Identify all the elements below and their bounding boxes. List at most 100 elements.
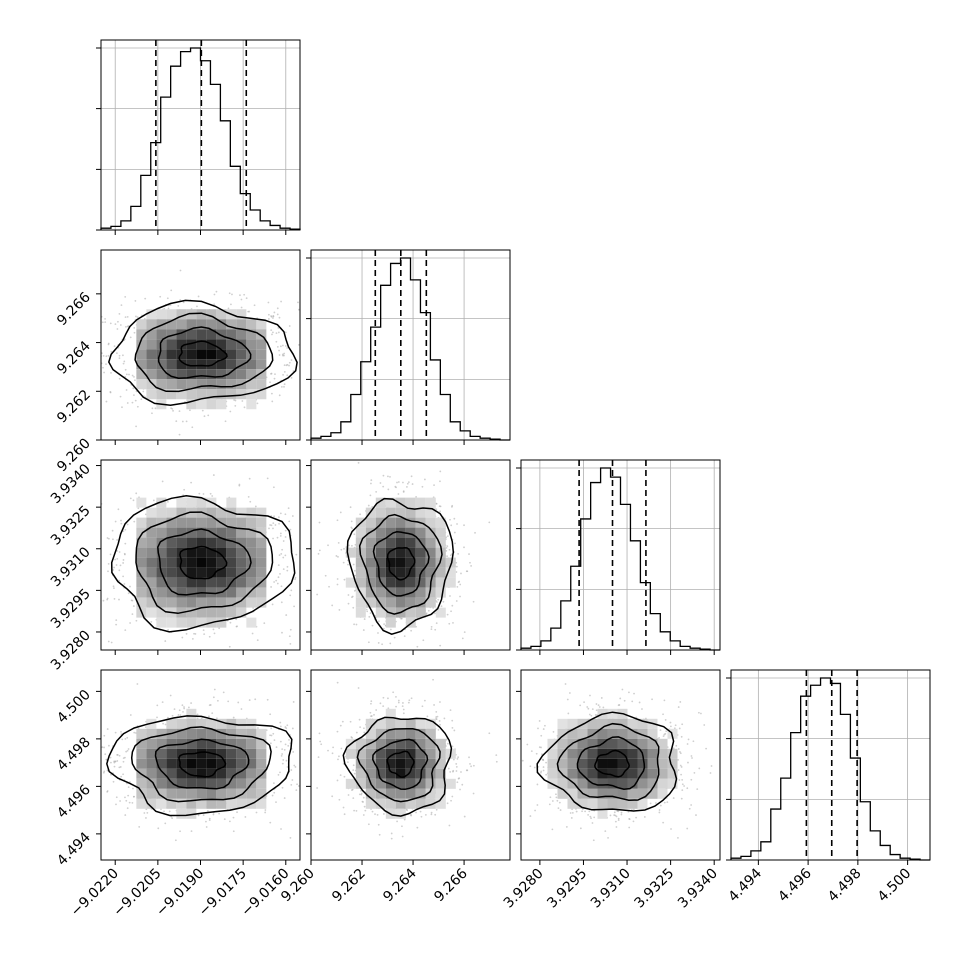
density-cell xyxy=(435,517,446,528)
density-cell xyxy=(405,537,416,548)
scatter-point xyxy=(450,524,453,527)
density-cell xyxy=(216,557,227,568)
scatter-point xyxy=(446,555,448,558)
scatter-point xyxy=(134,379,136,382)
density-cell xyxy=(425,798,436,809)
scatter-point xyxy=(452,758,455,761)
scatter-point xyxy=(118,354,121,357)
density-cell xyxy=(146,597,157,608)
density-cell xyxy=(166,557,177,568)
density-cell xyxy=(146,607,157,618)
scatter-point xyxy=(74,376,76,378)
x-tick-label-p3: 4.496 xyxy=(775,865,815,905)
contour-line-1.5sigma xyxy=(135,511,274,615)
scatter-point xyxy=(230,303,232,306)
scatter-point xyxy=(395,695,397,698)
scatter-point xyxy=(288,738,290,741)
contour-line-0.5sigma xyxy=(178,751,227,778)
density-cell xyxy=(405,527,416,538)
density-cell xyxy=(647,758,658,769)
density-cell xyxy=(186,718,197,729)
density-cell xyxy=(405,497,416,508)
density-cell xyxy=(607,778,618,789)
scatter-point xyxy=(382,696,385,699)
density-cell xyxy=(345,577,356,588)
scatter-point xyxy=(382,627,385,630)
density-cell xyxy=(136,349,147,360)
density-cell xyxy=(425,527,436,538)
density-cell xyxy=(236,577,247,588)
density-cell xyxy=(236,547,247,558)
scatter-point xyxy=(144,726,147,729)
density-cell xyxy=(637,768,648,779)
density-cell xyxy=(206,319,217,330)
scatter-point xyxy=(133,375,135,378)
scatter-point xyxy=(103,770,106,773)
scatter-point xyxy=(161,701,164,704)
scatter-point xyxy=(215,290,218,293)
scatter-point xyxy=(181,636,184,639)
density-cell xyxy=(216,748,227,759)
density-cell xyxy=(136,497,147,508)
density-cell xyxy=(206,349,217,360)
density-cell xyxy=(435,778,446,789)
density-cell xyxy=(355,567,366,578)
scatter-point xyxy=(350,736,353,738)
scatter-point xyxy=(300,579,302,581)
scatter-point xyxy=(300,776,302,778)
density-cell xyxy=(667,748,678,759)
contour-line-1sigma xyxy=(372,531,430,597)
scatter-point xyxy=(109,391,112,393)
scatter-point xyxy=(457,553,460,555)
scatter-point xyxy=(228,645,231,648)
scatter-point xyxy=(270,734,273,737)
density-cell xyxy=(627,798,638,809)
scatter-point xyxy=(202,493,205,495)
scatter-point xyxy=(274,524,277,526)
density-cell xyxy=(557,758,568,769)
density-cell xyxy=(415,527,426,538)
density-cell xyxy=(246,319,257,330)
scatter-point xyxy=(681,789,684,792)
scatter-point xyxy=(341,720,344,723)
scatter-point xyxy=(278,394,281,397)
scatter-point xyxy=(579,827,582,830)
density-cell xyxy=(176,808,187,819)
scatter-point xyxy=(66,547,68,549)
scatter-point xyxy=(589,694,591,697)
density-cell xyxy=(206,788,217,799)
scatter-point xyxy=(227,700,230,703)
scatter-point xyxy=(365,608,368,611)
density-cell xyxy=(176,788,187,799)
scatter-point xyxy=(285,364,288,367)
density-cell xyxy=(415,547,426,558)
scatter-point xyxy=(108,744,110,747)
scatter-point xyxy=(436,715,439,718)
scatter-point xyxy=(116,760,119,762)
density-cell xyxy=(355,607,366,618)
density-cell xyxy=(236,728,247,739)
scatter-point xyxy=(270,524,273,527)
density-cell xyxy=(405,617,416,628)
scatter-point xyxy=(103,734,106,737)
density-cell xyxy=(206,309,217,320)
scatter-point xyxy=(446,742,449,745)
scatter-point xyxy=(284,726,287,728)
scatter-point xyxy=(212,628,215,631)
density-cell xyxy=(617,728,628,739)
scatter-point xyxy=(297,301,299,304)
contour-line-2sigma xyxy=(107,299,298,406)
density-cell xyxy=(196,349,207,360)
density-cell xyxy=(166,547,177,558)
scatter-point xyxy=(448,622,451,625)
scatter-point xyxy=(240,708,243,710)
scatter-point xyxy=(347,563,349,566)
scatter-point xyxy=(101,746,104,749)
scatter-point xyxy=(446,535,449,537)
density-cell xyxy=(206,597,217,608)
scatter-point xyxy=(435,710,438,713)
density-cell xyxy=(395,728,406,739)
density-cell xyxy=(166,349,177,360)
density-cell xyxy=(425,788,436,799)
scatter-point xyxy=(104,321,107,324)
